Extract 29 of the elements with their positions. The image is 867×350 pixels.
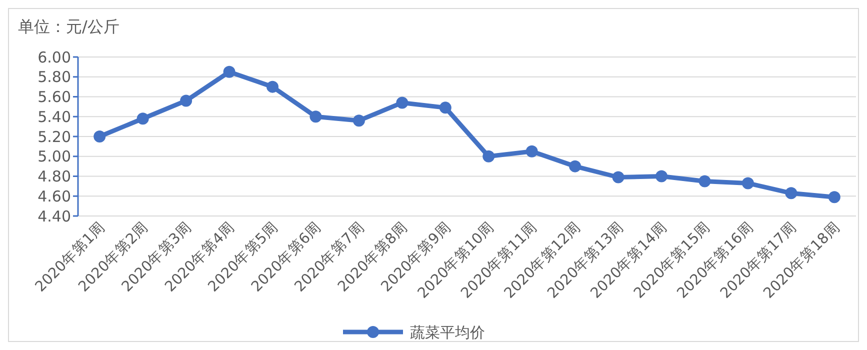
point (742, 177, 754, 190)
legend-label: 蔬菜平均价 (410, 323, 485, 342)
y-tick-label: 5.80 (38, 68, 71, 86)
point (310, 110, 322, 123)
point (828, 191, 840, 204)
point (94, 130, 106, 142)
y-tick-label: 4.80 (38, 168, 71, 186)
point (439, 102, 452, 114)
y-axis-title: 单位：元/公斤 (18, 17, 120, 36)
point (656, 170, 668, 182)
point (482, 150, 495, 162)
point (180, 94, 192, 107)
point (396, 96, 408, 109)
y-tick-label: 5.60 (38, 88, 71, 106)
y-tick-label: 5.20 (38, 128, 71, 146)
point (266, 80, 278, 93)
point (136, 112, 149, 125)
y-tick-label: 6.00 (38, 48, 71, 66)
point (698, 175, 711, 188)
y-tick-label: 5.00 (38, 148, 71, 166)
y-tick-label: 4.40 (38, 207, 71, 226)
point (352, 114, 365, 127)
y-tick-label: 4.60 (38, 187, 71, 206)
point (785, 187, 798, 200)
point (526, 145, 538, 158)
y-tick-label: 5.40 (38, 108, 71, 126)
point (223, 66, 236, 78)
point (612, 171, 624, 184)
point (569, 160, 582, 172)
